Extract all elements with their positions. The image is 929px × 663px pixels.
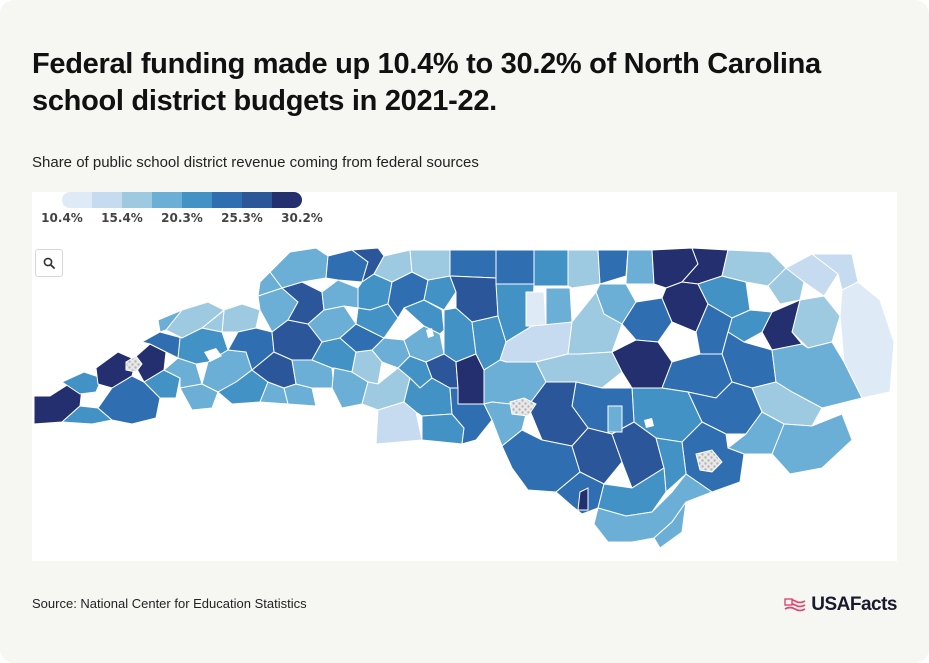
legend-color-bar: [62, 192, 302, 208]
county-district[interactable]: [545, 287, 573, 327]
county-district[interactable]: [625, 249, 655, 285]
no-data-district[interactable]: [509, 397, 537, 417]
legend-label-min: 10.4%: [41, 211, 83, 225]
county-district[interactable]: [157, 309, 183, 333]
legend-swatch: [62, 192, 92, 208]
county-district[interactable]: [653, 501, 687, 549]
county-district[interactable]: [577, 487, 589, 511]
county-district[interactable]: [221, 303, 261, 333]
county-district[interactable]: [495, 249, 535, 285]
county-district[interactable]: [60, 371, 103, 395]
county-district[interactable]: [269, 247, 329, 289]
legend-label-3: 20.3%: [161, 211, 203, 225]
county-district[interactable]: [403, 299, 445, 335]
county-district[interactable]: [257, 271, 283, 297]
usafacts-logo[interactable]: USAFacts: [783, 592, 897, 618]
chart-subtitle: Share of public school district revenue …: [32, 154, 479, 171]
legend: 10.4% 15.4% 20.3% 25.3% 30.2%: [41, 192, 342, 232]
county-district[interactable]: [533, 249, 569, 287]
county-district[interactable]: [767, 267, 805, 305]
no-data-district[interactable]: [695, 449, 723, 473]
county-district[interactable]: [321, 279, 359, 311]
county-district[interactable]: [449, 249, 497, 279]
source-note: Source: National Center for Education St…: [32, 596, 307, 611]
legend-label-max: 30.2%: [281, 211, 323, 225]
chart-title: Federal funding made up 10.4% to 30.2% o…: [32, 48, 821, 117]
north-carolina-map: [33, 247, 895, 549]
county-district[interactable]: [771, 413, 853, 475]
zoom-button[interactable]: [35, 249, 63, 277]
no-data-district[interactable]: [125, 355, 143, 373]
legend-swatch: [92, 192, 122, 208]
county-district[interactable]: [33, 381, 83, 425]
county-district[interactable]: [143, 369, 181, 399]
county-district[interactable]: [525, 291, 547, 327]
county-district[interactable]: [97, 375, 161, 425]
map-panel: 10.4% 15.4% 20.3% 25.3% 30.2%: [32, 192, 897, 561]
legend-swatch: [122, 192, 152, 208]
map-detail: [426, 328, 434, 338]
legend-swatch: [242, 192, 272, 208]
county-district[interactable]: [131, 343, 167, 383]
county-district[interactable]: [655, 437, 687, 494]
legend-label-2: 15.4%: [101, 211, 143, 225]
county-district[interactable]: [611, 339, 673, 389]
county-district[interactable]: [375, 401, 423, 445]
map-detail: [204, 348, 222, 362]
county-district[interactable]: [567, 249, 601, 289]
legend-swatch: [212, 192, 242, 208]
county-district[interactable]: [597, 249, 629, 285]
legend-swatch: [182, 192, 212, 208]
search-icon: [43, 257, 55, 269]
legend-label-4: 25.3%: [221, 211, 263, 225]
county-district[interactable]: [607, 405, 623, 433]
county-district[interactable]: [839, 281, 895, 399]
legend-swatch: [152, 192, 182, 208]
county-district[interactable]: [179, 383, 219, 411]
legend-swatch: [272, 192, 302, 208]
us-flag-icon: [784, 598, 806, 612]
map-detail: [644, 418, 654, 428]
logo-text: USAFacts: [811, 594, 897, 615]
county-district[interactable]: [409, 249, 451, 281]
